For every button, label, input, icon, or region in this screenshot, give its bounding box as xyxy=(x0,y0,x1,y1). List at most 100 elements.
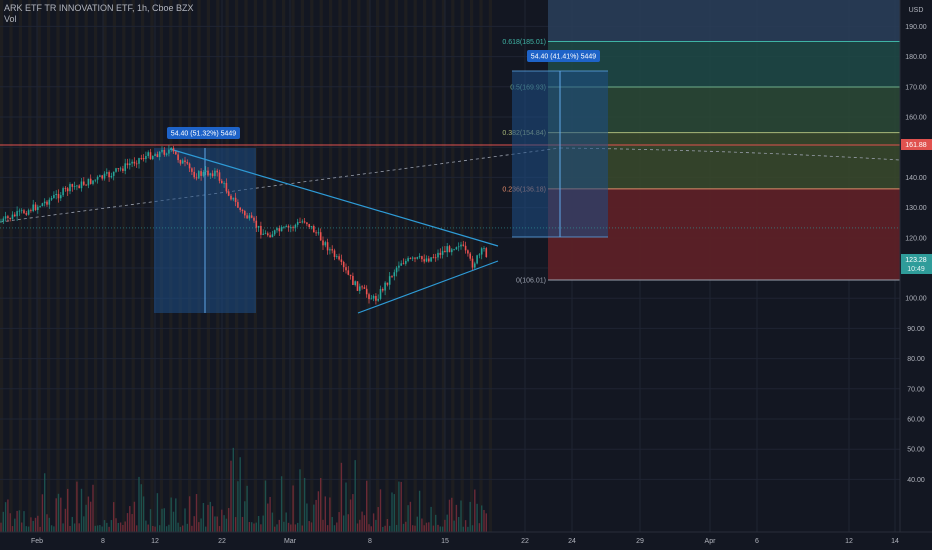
candle-body xyxy=(471,258,474,268)
volume-bar xyxy=(60,497,62,532)
volume-bar xyxy=(255,522,257,532)
candle-body xyxy=(218,172,221,181)
volume-bar xyxy=(340,462,343,532)
volume-bar xyxy=(149,509,152,532)
volume-bar xyxy=(92,484,94,532)
candle-body xyxy=(186,162,189,164)
volume-bar xyxy=(159,525,161,532)
candle-body xyxy=(326,242,329,251)
volume-bar xyxy=(103,520,106,532)
volume-bar xyxy=(64,508,67,532)
volume-bar xyxy=(356,523,359,532)
volume-bar xyxy=(152,525,154,532)
candle-body xyxy=(303,221,306,223)
volume-bar xyxy=(441,526,444,532)
volume-bar xyxy=(483,509,485,532)
candle-body xyxy=(363,287,366,289)
session-stripe xyxy=(18,0,22,532)
volume-bar xyxy=(44,473,46,532)
volume-bar xyxy=(207,504,209,532)
time-axis[interactable] xyxy=(0,532,932,550)
candle-body xyxy=(34,204,37,210)
red-line-price-label: 161.88 xyxy=(905,142,927,149)
session-stripe xyxy=(470,0,474,532)
session-stripe xyxy=(0,0,4,532)
session-stripe xyxy=(347,0,351,532)
volume-bar xyxy=(469,501,471,532)
candle-body xyxy=(46,201,48,205)
volume-bar xyxy=(165,526,168,532)
price-tick-label: 200.00 xyxy=(905,0,927,1)
session-stripe xyxy=(282,0,286,532)
volume-bar xyxy=(297,522,299,532)
candle-body xyxy=(317,232,320,234)
volume-bar xyxy=(451,497,453,532)
candle-body xyxy=(345,267,347,271)
volume-bar xyxy=(129,506,131,532)
volume-bar xyxy=(435,514,437,532)
candle-body xyxy=(478,254,481,256)
volume-bar xyxy=(216,516,218,532)
volume-bar xyxy=(324,496,326,532)
volume-bar xyxy=(184,508,186,532)
volume-bar xyxy=(359,519,361,532)
candle-body xyxy=(411,257,414,259)
price-tick-label: 170.00 xyxy=(905,84,927,91)
volume-bar xyxy=(412,525,414,532)
session-stripe xyxy=(56,0,60,532)
volume-bar xyxy=(366,480,368,532)
volume-bar xyxy=(53,526,55,532)
volume-bar xyxy=(223,515,225,532)
session-stripe xyxy=(9,0,13,532)
volume-bar xyxy=(57,493,60,532)
candle-body xyxy=(393,272,396,277)
volume-bar xyxy=(292,485,294,532)
time-tick-label: 6 xyxy=(755,538,759,545)
volume-bar xyxy=(16,510,18,532)
session-stripe xyxy=(75,0,79,532)
candle-body xyxy=(23,210,25,214)
volume-bar xyxy=(264,480,267,532)
candle-body xyxy=(405,260,407,264)
time-tick-label: 15 xyxy=(441,538,449,545)
candle-body xyxy=(365,288,368,295)
candle-body xyxy=(71,184,74,187)
candle-body xyxy=(76,185,78,187)
volume-bar xyxy=(428,522,430,532)
candle-body xyxy=(129,163,131,166)
volume-bar xyxy=(186,523,188,532)
last-price-tag xyxy=(901,254,932,274)
candle-body xyxy=(255,220,258,228)
candle-body xyxy=(462,244,465,246)
candle-body xyxy=(168,149,170,154)
volume-bar xyxy=(87,496,90,532)
session-stripe xyxy=(423,0,427,532)
candle-body xyxy=(145,155,147,160)
candle-body xyxy=(398,265,400,268)
volume-bar xyxy=(280,476,283,532)
volume-bar xyxy=(386,519,389,532)
candle-body xyxy=(39,206,41,207)
volume-bar xyxy=(299,469,301,532)
candle-body xyxy=(414,257,416,259)
volume-bar xyxy=(363,515,366,532)
fib-level-label: 0.618(185.01) xyxy=(502,39,546,46)
candle-body xyxy=(106,172,108,174)
candle-body xyxy=(437,252,439,258)
price-tick-label: 100.00 xyxy=(905,296,927,303)
volume-bar xyxy=(94,525,96,532)
volume-bar xyxy=(377,507,379,532)
candle-body xyxy=(372,295,375,299)
candle-body xyxy=(83,181,85,185)
volume-bar xyxy=(474,489,476,532)
last-price-label: 123.28 xyxy=(905,257,927,264)
volume-bar xyxy=(69,525,71,532)
time-tick-label: 8 xyxy=(101,538,105,545)
volume-bar xyxy=(241,516,244,532)
candle-body xyxy=(280,227,283,232)
volume-bar xyxy=(260,524,262,532)
volume-bar xyxy=(140,484,142,532)
volume-bar xyxy=(317,491,320,532)
